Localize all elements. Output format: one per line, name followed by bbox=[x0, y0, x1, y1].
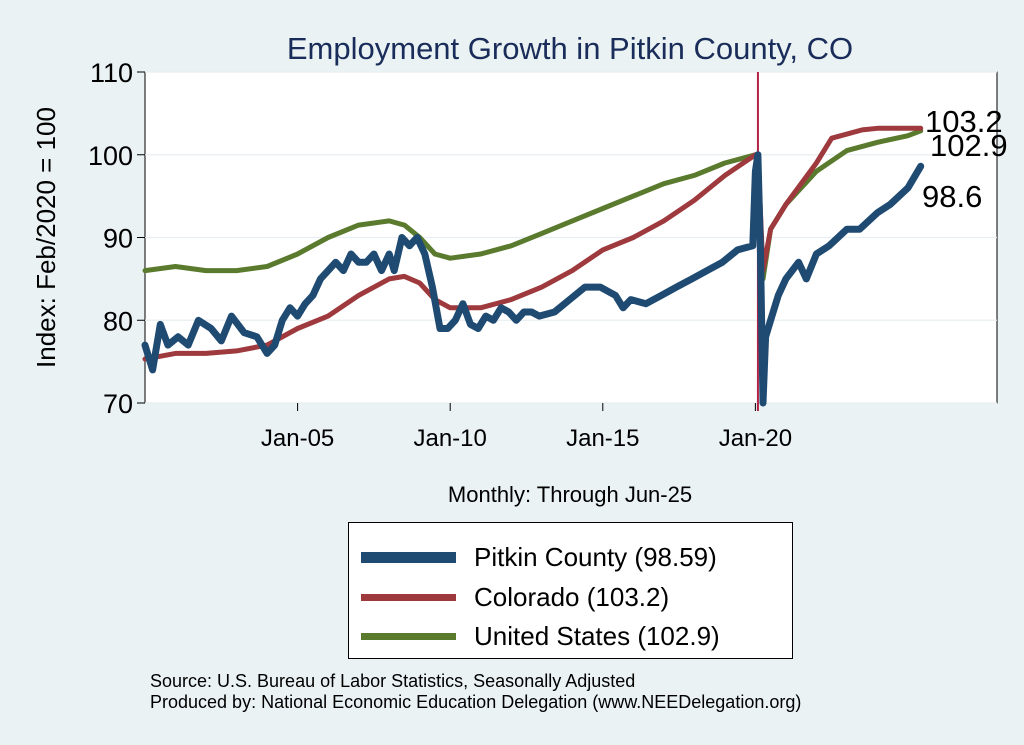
x-tick-label: Jan-15 bbox=[566, 425, 639, 452]
y-tick-label: 70 bbox=[103, 389, 133, 419]
legend-swatch-pitkin bbox=[361, 551, 456, 563]
source-note: Source: U.S. Bureau of Labor Statistics,… bbox=[150, 671, 801, 713]
legend-label-us: United States (102.9) bbox=[474, 620, 720, 651]
legend-swatch-colorado bbox=[361, 593, 456, 601]
source-line: Source: U.S. Bureau of Labor Statistics,… bbox=[150, 671, 636, 691]
legend-item-pitkin: Pitkin County (98.59) bbox=[361, 538, 717, 576]
y-tick-label: 90 bbox=[103, 224, 133, 254]
end-label-us: 102.9 bbox=[930, 128, 1008, 163]
y-tick-label: 80 bbox=[103, 306, 133, 336]
legend-label-pitkin: Pitkin County (98.59) bbox=[474, 541, 717, 572]
x-tick-label: Jan-05 bbox=[261, 425, 334, 452]
producer-line: Produced by: National Economic Education… bbox=[150, 692, 802, 712]
x-axis-label: Monthly: Through Jun-25 bbox=[448, 482, 692, 507]
x-tick-label: Jan-10 bbox=[413, 425, 486, 452]
legend-item-us: United States (102.9) bbox=[361, 617, 720, 655]
x-tick-label: Jan-20 bbox=[719, 425, 792, 452]
series-line-colorado bbox=[142, 125, 924, 362]
legend-swatch-us bbox=[361, 632, 456, 640]
end-label-pitkin: 98.6 bbox=[922, 179, 982, 214]
y-tick-label: 110 bbox=[90, 58, 133, 88]
y-axis-label: Index: Feb/2020 = 100 bbox=[31, 107, 61, 368]
chart-title: Employment Growth in Pitkin County, CO bbox=[287, 31, 853, 66]
legend-item-colorado: Colorado (103.2) bbox=[361, 578, 669, 616]
end-label-colorado: 103.2 bbox=[925, 104, 1003, 139]
y-tick-label: 100 bbox=[88, 141, 133, 171]
legend-label-colorado: Colorado (103.2) bbox=[474, 581, 670, 612]
series-line-pitkin bbox=[141, 151, 925, 407]
legend: Pitkin County (98.59) Colorado (103.2) U… bbox=[348, 522, 793, 659]
